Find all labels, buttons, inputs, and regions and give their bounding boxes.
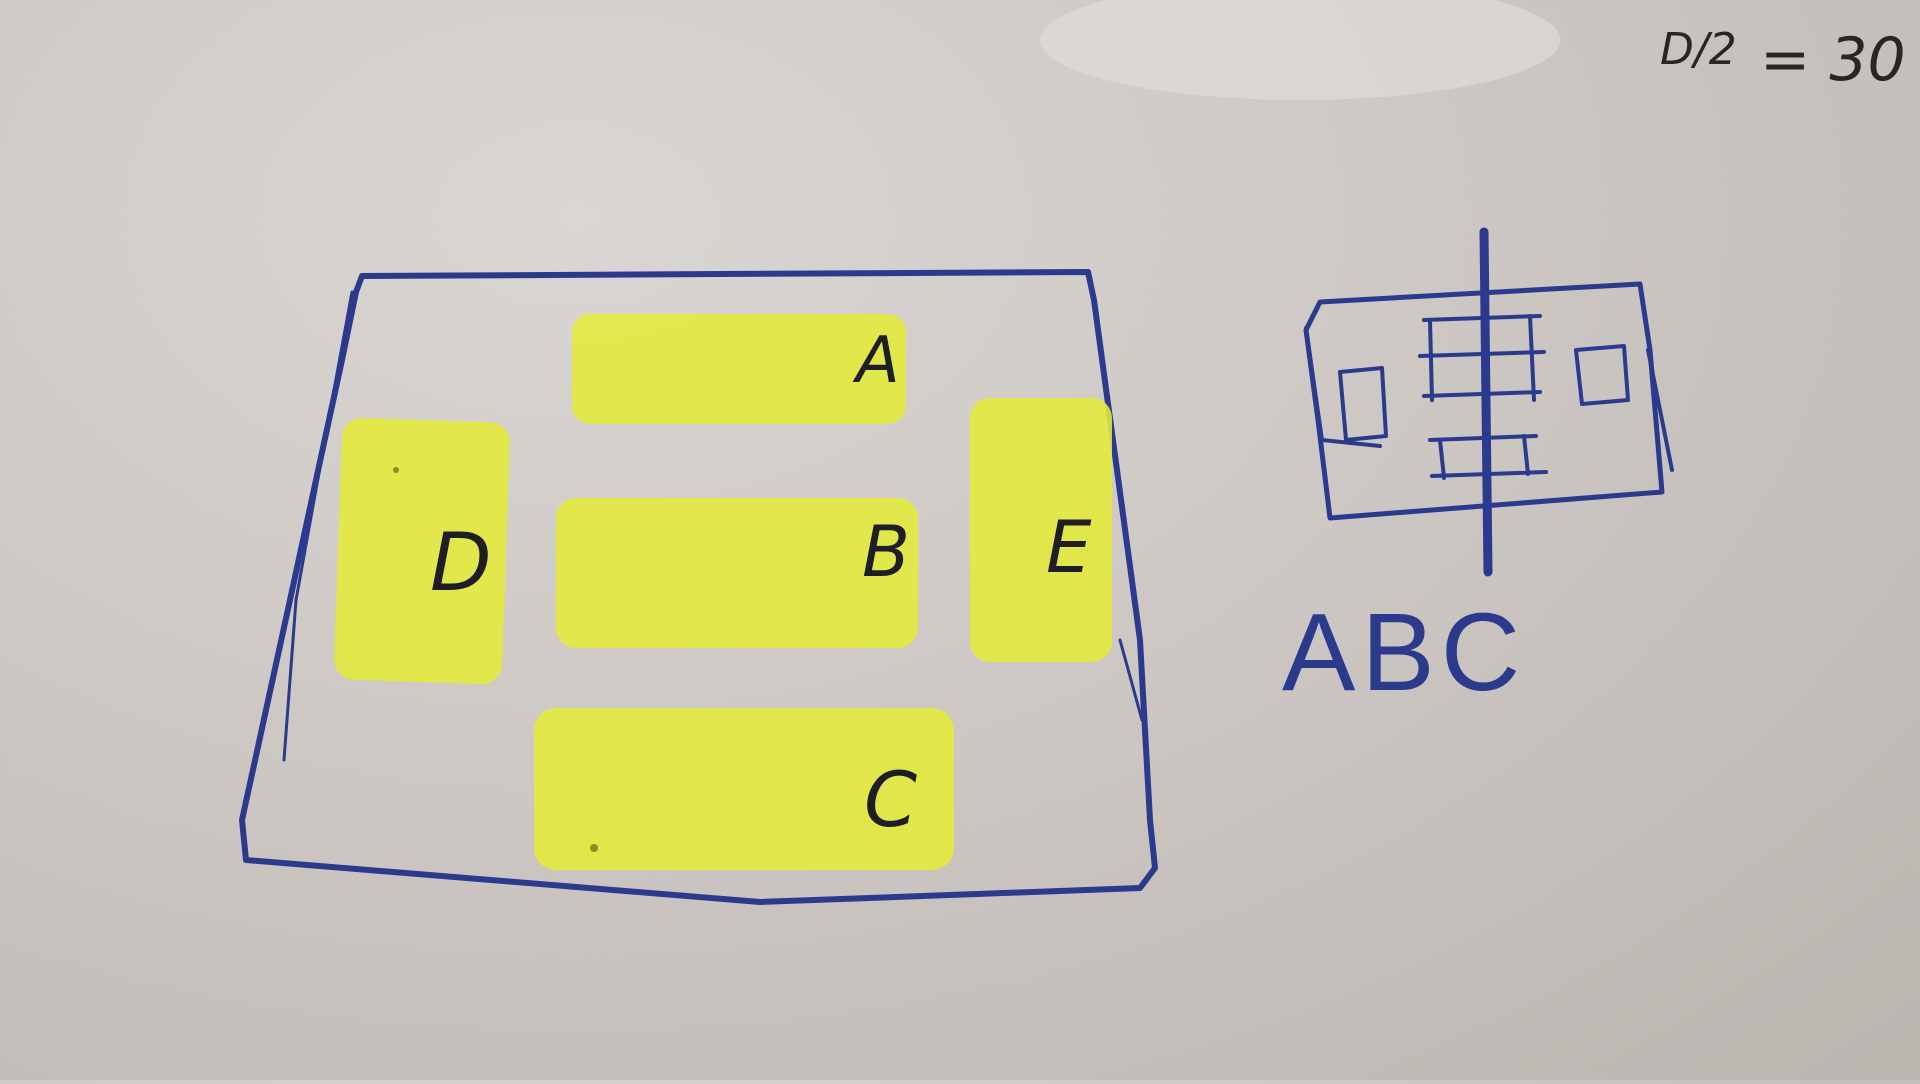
side-sketch-frame-inner xyxy=(1304,326,1674,472)
label-b: B xyxy=(862,511,910,593)
block-a-highlight xyxy=(572,314,906,424)
corner-note-equation: = 30 xyxy=(1760,25,1906,95)
block-e-highlight xyxy=(970,398,1112,662)
label-e: E xyxy=(1046,505,1092,589)
side-sketch-right-square xyxy=(1574,344,1630,406)
caption-abc: ABC xyxy=(1282,591,1526,714)
light-glare xyxy=(1040,0,1560,100)
marker-speck xyxy=(393,467,399,473)
block-c-highlight xyxy=(534,708,954,870)
side-sketch-left-square xyxy=(1338,366,1388,442)
side-sketch-axis xyxy=(1479,227,1493,577)
marker-speck xyxy=(590,844,598,852)
label-d: D xyxy=(430,516,492,609)
label-c: C xyxy=(864,755,917,844)
floor-plan-outline-retrace xyxy=(282,290,1144,762)
corner-note-fraction: D/2 xyxy=(1660,24,1737,75)
corner-note: D/2 = 30 xyxy=(1660,24,1906,95)
block-d-highlight xyxy=(334,417,510,685)
block-b-highlight xyxy=(556,498,918,648)
label-a: A xyxy=(852,324,900,398)
